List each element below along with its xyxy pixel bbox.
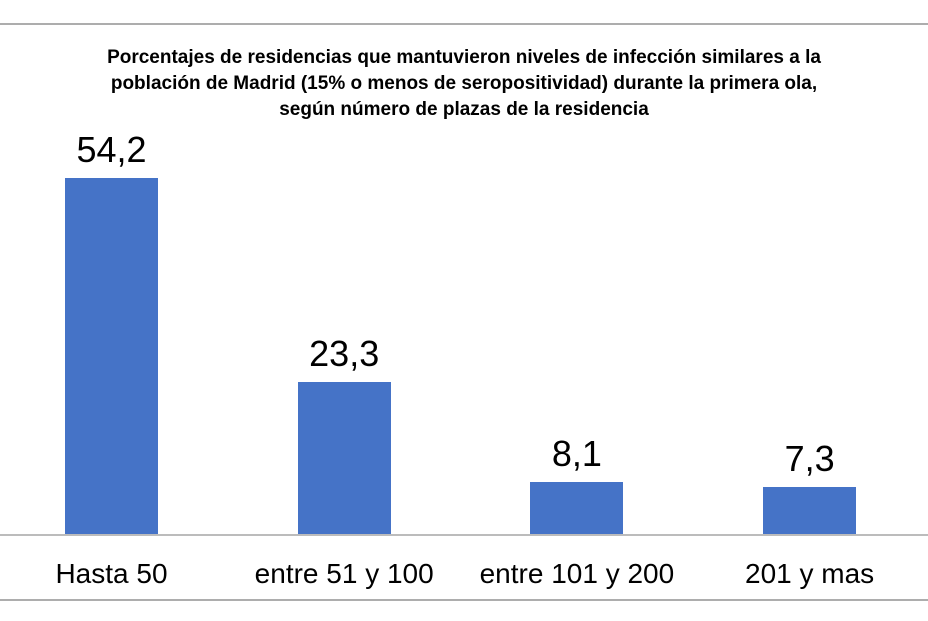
bar [297,382,391,535]
value-label: 54,2 [76,129,147,170]
x-axis-label: entre 101 y 200 [479,558,675,589]
chart-frame [0,23,928,601]
x-axis-line [0,534,928,536]
chart-title-line-2: población de Madrid (15% o menos de sero… [110,73,818,94]
value-label: 7,3 [784,438,835,479]
bar [530,482,624,535]
x-axis-label: Hasta 50 [55,558,168,589]
x-axis-label: 201 y mas [745,558,875,589]
value-label: 8,1 [551,433,602,474]
chart-title-line-3: según número de plazas de la residencia [279,99,649,120]
chart-title-line-1: Porcentajes de residencias que mantuvier… [107,47,821,68]
chart-title: Porcentajes de residencias que mantuvier… [0,45,928,123]
bar [65,178,158,535]
value-label: 23,3 [309,333,380,374]
bar [763,487,857,535]
x-axis-label: entre 51 y 100 [254,558,434,589]
